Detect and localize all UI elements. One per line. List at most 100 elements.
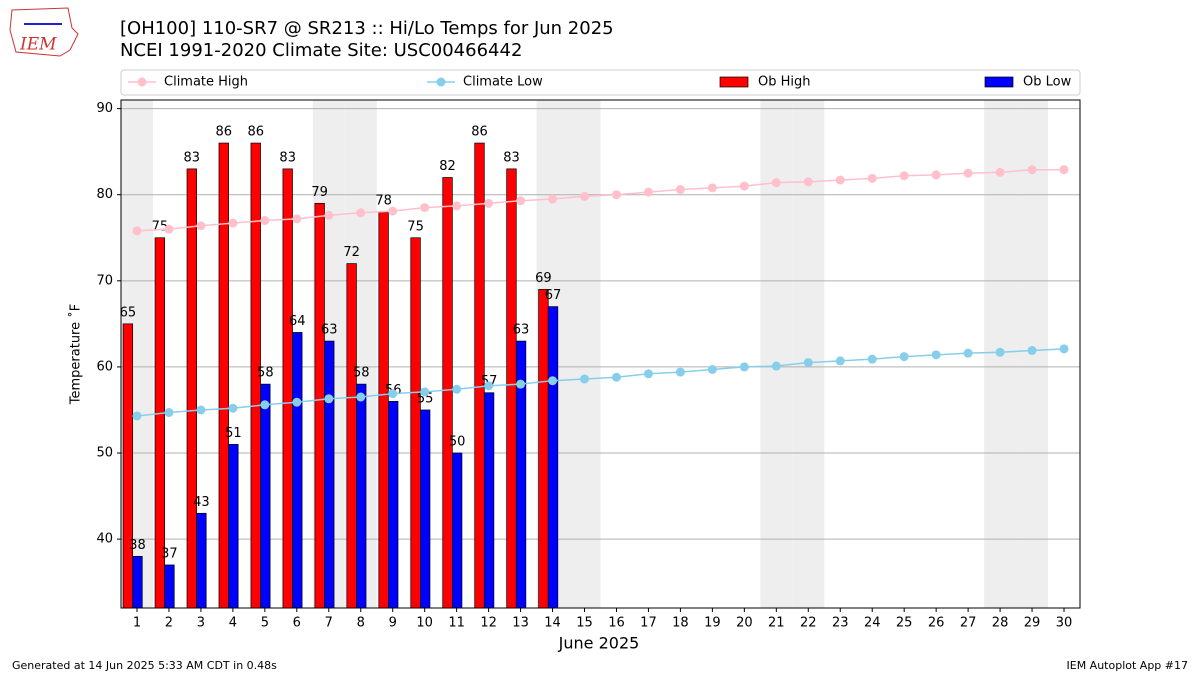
bar <box>506 168 517 609</box>
point <box>196 405 206 415</box>
bar <box>122 323 134 609</box>
data-label: 55 <box>417 391 434 406</box>
point <box>292 214 302 224</box>
data-label: 67 <box>545 288 562 303</box>
point <box>707 364 717 374</box>
point <box>356 208 366 218</box>
y-tick-label: 50 <box>96 446 113 461</box>
point <box>1027 346 1037 356</box>
point <box>803 358 813 368</box>
point <box>675 185 685 195</box>
weekend-shade <box>760 100 793 608</box>
bar <box>538 289 549 609</box>
line <box>136 168 1065 232</box>
x-tick-label: 13 <box>512 616 529 631</box>
bar <box>314 202 325 609</box>
x-tick-label: 2 <box>165 616 173 631</box>
x-tick-label: 24 <box>864 616 881 631</box>
x-tick-label: 14 <box>544 616 561 631</box>
data-label: 86 <box>247 125 264 140</box>
data-label: 83 <box>503 150 520 165</box>
point <box>835 356 845 366</box>
point <box>611 190 621 200</box>
bar <box>420 409 431 609</box>
x-tick-label: 25 <box>896 616 913 631</box>
point <box>260 216 270 226</box>
data-label: 63 <box>513 323 530 338</box>
point <box>196 221 206 231</box>
bar <box>282 168 293 609</box>
x-tick-label: 16 <box>608 616 625 631</box>
point <box>484 198 494 208</box>
x-tick-label: 3 <box>197 616 205 631</box>
point <box>356 392 366 402</box>
data-label: 83 <box>279 150 296 165</box>
data-label: 65 <box>120 305 137 320</box>
bar <box>186 168 197 609</box>
point <box>771 178 781 188</box>
bar <box>324 340 335 609</box>
plot-frame <box>120 99 1081 609</box>
point <box>228 403 238 413</box>
y-tick-label: 60 <box>96 359 113 374</box>
data-label: 82 <box>439 159 456 174</box>
data-label: 38 <box>129 538 146 553</box>
point <box>228 218 238 228</box>
weekend-shade <box>568 100 601 608</box>
y-tick-label: 80 <box>96 187 113 202</box>
point <box>995 167 1005 177</box>
point <box>867 173 877 183</box>
point <box>292 397 302 407</box>
x-tick-label: 19 <box>704 616 721 631</box>
x-tick-label: 10 <box>416 616 433 631</box>
data-label: 78 <box>375 193 392 208</box>
bar <box>132 555 143 609</box>
point <box>580 374 590 384</box>
x-tick-label: 17 <box>640 616 657 631</box>
footer-left: Generated at 14 Jun 2025 5:33 AM CDT in … <box>12 659 277 672</box>
data-label: 83 <box>184 150 201 165</box>
point <box>1059 165 1069 175</box>
point <box>260 400 270 410</box>
legend-marker <box>436 77 446 87</box>
x-tick-label: 4 <box>229 616 237 631</box>
point <box>516 196 526 206</box>
bar <box>388 401 399 609</box>
data-label: 58 <box>353 366 370 381</box>
legend-marker <box>137 77 147 87</box>
point <box>995 347 1005 357</box>
point <box>164 224 174 234</box>
data-label: 79 <box>311 185 328 200</box>
bar <box>378 211 389 609</box>
bar <box>483 392 495 609</box>
x-tick-label: 23 <box>832 616 849 631</box>
bar <box>260 383 271 609</box>
point <box>420 387 430 397</box>
logo-text: IEM <box>19 35 57 55</box>
point <box>963 168 973 178</box>
x-axis-label: June 2025 <box>558 634 640 653</box>
bar <box>218 142 229 609</box>
data-label: 50 <box>449 435 466 450</box>
legend-label: Ob Low <box>1023 75 1072 90</box>
point <box>803 177 813 187</box>
bar <box>547 306 559 609</box>
point <box>931 170 941 180</box>
x-tick-label: 29 <box>1024 616 1041 631</box>
point <box>643 187 653 197</box>
bar <box>410 237 421 609</box>
chart-subtitle: NCEI 1991-2020 Climate Site: USC00466442 <box>120 40 522 61</box>
legend-box <box>120 69 1081 96</box>
point <box>452 384 462 394</box>
x-tick-label: 21 <box>768 616 785 631</box>
point <box>867 354 877 364</box>
x-tick-label: 26 <box>928 616 945 631</box>
point <box>835 175 845 185</box>
line <box>136 348 1065 417</box>
data-label: 58 <box>257 366 274 381</box>
point <box>931 350 941 360</box>
bar <box>451 452 463 609</box>
data-label: 86 <box>471 125 488 140</box>
